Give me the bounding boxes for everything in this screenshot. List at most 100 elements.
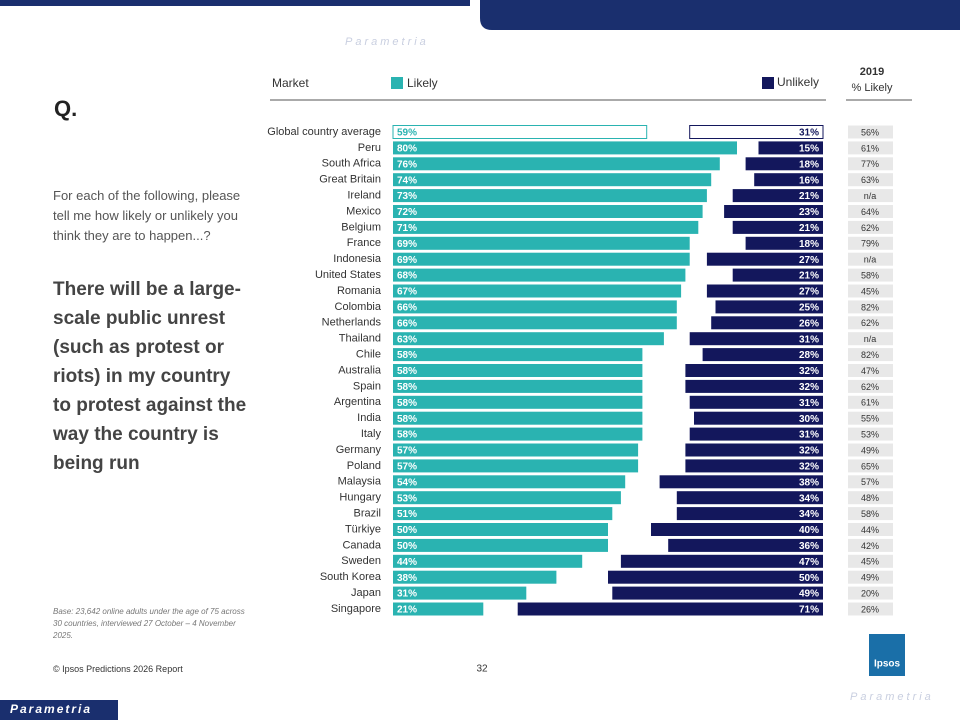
- prior-value: 48%: [861, 493, 879, 503]
- bar-unlikely: [651, 523, 823, 536]
- value-label: 50%: [397, 541, 417, 552]
- prior-value: 58%: [861, 270, 879, 280]
- top-banner: [480, 0, 960, 30]
- bar-unlikely: [685, 459, 823, 473]
- bar-likely: [393, 316, 677, 330]
- bar-likely: [393, 523, 608, 536]
- bar-unlikely: [517, 602, 823, 616]
- page-number: 32: [476, 664, 488, 675]
- value-label: 32%: [799, 382, 819, 393]
- base-note: Base: 23,642 online adults under the age…: [53, 607, 245, 640]
- category-label: Chile: [356, 349, 381, 361]
- prior-value: n/a: [864, 191, 877, 201]
- category-label: South Africa: [322, 158, 382, 170]
- prior-header: 2019: [860, 66, 884, 78]
- category-label: United States: [315, 269, 382, 281]
- value-label: 21%: [799, 191, 819, 202]
- prior-value: 56%: [861, 127, 879, 137]
- value-label: 31%: [799, 430, 819, 441]
- category-label: Global country average: [267, 126, 381, 138]
- bar-likely: [392, 125, 648, 139]
- value-label: 27%: [799, 255, 819, 266]
- value-label: 16%: [799, 175, 819, 186]
- prior-cell: [848, 523, 893, 536]
- prior-cell: [848, 236, 893, 250]
- prior-cell: [848, 364, 893, 377]
- prior-cell: [848, 300, 893, 314]
- prior-header: % Likely: [852, 82, 893, 94]
- bar-unlikely: [732, 220, 823, 234]
- category-label: Brazil: [353, 508, 381, 520]
- question-mark: Q.: [54, 96, 77, 121]
- bar-likely: [393, 395, 643, 409]
- bar-likely: [393, 554, 583, 568]
- prior-cell: [848, 205, 893, 218]
- prior-value: 62%: [861, 223, 879, 233]
- category-label: Malaysia: [338, 476, 382, 488]
- category-label: Peru: [358, 142, 381, 154]
- bar-likely: [393, 586, 527, 600]
- bar-likely: [393, 507, 613, 521]
- value-label: 31%: [799, 128, 819, 139]
- prior-value: 20%: [861, 588, 879, 598]
- bar-likely: [393, 538, 608, 552]
- bar-likely: [393, 332, 664, 346]
- value-label: 21%: [799, 223, 819, 234]
- bar-likely: [393, 379, 643, 393]
- prior-cell: [848, 570, 893, 584]
- category-label: Germany: [336, 444, 382, 456]
- value-label: 32%: [799, 366, 819, 377]
- value-label: 63%: [397, 334, 417, 345]
- value-label: 32%: [799, 446, 819, 457]
- category-label: South Korea: [320, 571, 382, 583]
- bar-unlikely: [754, 173, 823, 187]
- value-label: 30%: [799, 414, 819, 425]
- bar-unlikely: [715, 300, 823, 314]
- prior-value: 82%: [861, 302, 879, 312]
- prior-cell: [848, 491, 893, 505]
- prior-cell: [848, 284, 893, 298]
- value-label: 57%: [397, 462, 417, 473]
- bar-unlikely: [724, 205, 823, 218]
- bar-likely: [393, 491, 621, 505]
- category-label: Mexico: [346, 205, 381, 217]
- bar-unlikely: [620, 554, 823, 568]
- value-label: 80%: [397, 144, 417, 155]
- prior-value: n/a: [864, 255, 877, 265]
- value-label: 32%: [799, 462, 819, 473]
- bar-unlikely: [706, 252, 823, 266]
- prior-cell: [848, 586, 893, 600]
- statement: There will be a large-scale public unres…: [53, 279, 247, 474]
- top-strip: [0, 0, 470, 6]
- bar-likely: [393, 364, 643, 377]
- prior-cell: [848, 268, 893, 282]
- prior-value: 49%: [861, 573, 879, 583]
- value-label: 58%: [397, 382, 417, 393]
- bar-likely: [393, 427, 643, 441]
- prior-cell: [848, 316, 893, 330]
- prior-value: 62%: [861, 382, 879, 392]
- prior-cell: [848, 554, 893, 568]
- footer: © Ipsos Predictions 2026 Report: [53, 664, 183, 674]
- value-label: 21%: [799, 271, 819, 282]
- category-label: Belgium: [341, 221, 381, 233]
- prior-value: 65%: [861, 461, 879, 471]
- category-label: Indonesia: [333, 253, 382, 265]
- value-label: 58%: [397, 414, 417, 425]
- prior-value: 82%: [861, 350, 879, 360]
- bar-unlikely: [685, 443, 823, 457]
- bar-unlikely: [689, 125, 824, 139]
- value-label: 50%: [397, 525, 417, 536]
- prior-value: 45%: [861, 286, 879, 296]
- brand-text: Parametria: [10, 702, 92, 716]
- bar-likely: [393, 348, 643, 362]
- bar-unlikely: [745, 236, 823, 250]
- value-label: 31%: [799, 334, 819, 345]
- category-label: Italy: [361, 428, 382, 440]
- question: For each of the following, please tell m…: [53, 188, 241, 243]
- bar-likely: [393, 189, 707, 203]
- bar-unlikely: [685, 379, 823, 393]
- bar-likely: [393, 157, 720, 171]
- prior-cell: [848, 379, 893, 393]
